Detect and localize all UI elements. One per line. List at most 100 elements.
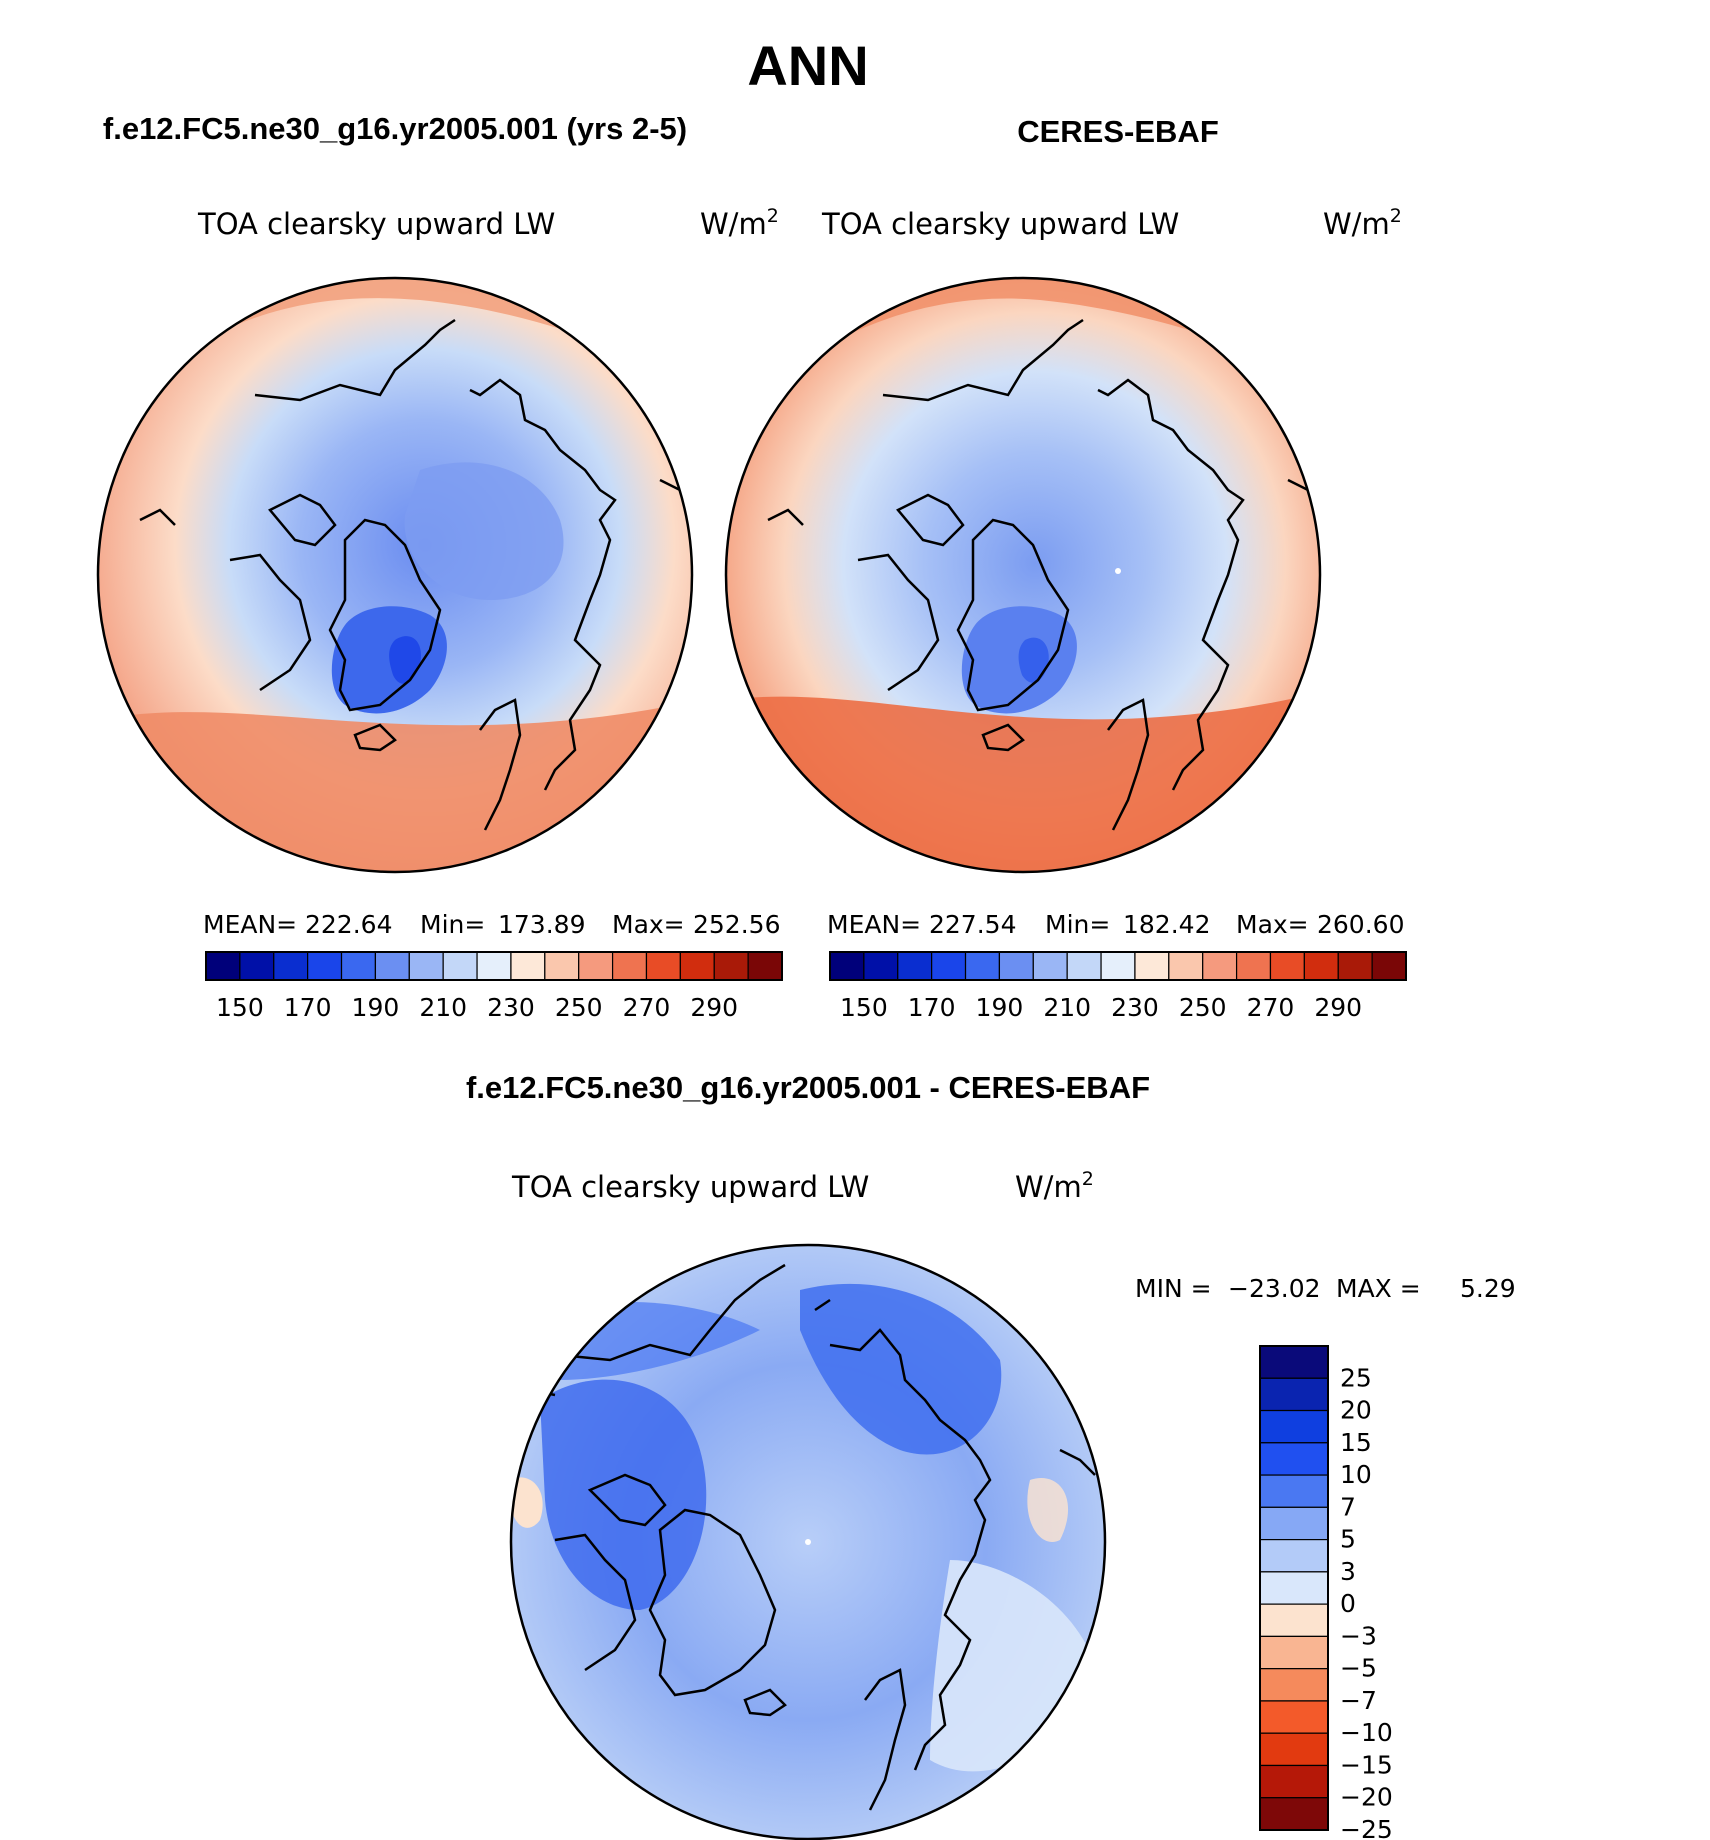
left-mean-value: 222.64 (305, 910, 392, 939)
left-colorbar-swatch (442, 951, 478, 981)
left-colorbar-label: 210 (419, 993, 467, 1022)
left-colorbar-swatch (205, 951, 241, 981)
right-colorbar-label: 250 (1179, 993, 1227, 1022)
diff-colorbar-swatch (1259, 1732, 1329, 1767)
diff-colorbar-label: −25 (1340, 1815, 1393, 1840)
left-colorbar: 150 170 190 210 230 250 270 290 (205, 951, 783, 1022)
right-colorbar-frame (829, 951, 1407, 981)
left-stats: MEAN= 222.64 Min= 173.89 Max= 252.56 (203, 910, 780, 939)
diff-colorbar-label: 25 (1340, 1363, 1372, 1392)
right-colorbar-label: 230 (1111, 993, 1159, 1022)
diff-colorbar: 25 20 15 10 7 5 3 0 −3 −5 −7 −10 −15 −20 −25 (1259, 1345, 1393, 1840)
right-variable-label: TOA clearsky upward LW (821, 207, 1179, 241)
diff-colorbar-swatch (1259, 1764, 1329, 1799)
diff-max-value: 5.29 (1460, 1274, 1516, 1303)
right-colorbar-swatch (1168, 951, 1204, 981)
left-colorbar-label: 170 (284, 993, 332, 1022)
right-colorbar-swatch (1371, 951, 1407, 981)
left-greenland-core (389, 636, 421, 684)
right-warm-south (726, 690, 1320, 872)
right-colorbar-swatch (863, 951, 899, 981)
left-units: W/m2 (700, 205, 779, 241)
left-colorbar-swatch (476, 951, 512, 981)
diff-colorbar-swatch (1259, 1635, 1329, 1670)
left-colorbar-swatch (273, 951, 309, 981)
left-colorbar-label: 250 (555, 993, 603, 1022)
right-colorbar-label: 210 (1043, 993, 1091, 1022)
left-colorbar-swatch (340, 951, 377, 981)
diff-colorbar-swatch (1259, 1538, 1329, 1573)
diff-colorbar-swatch (1259, 1700, 1329, 1734)
left-colorbar-label: 150 (216, 993, 264, 1022)
left-units-base: W/m (700, 207, 767, 241)
diff-dark-region-w (540, 1379, 707, 1610)
diff-colorbar-label: 5 (1340, 1525, 1356, 1554)
diff-colorbar-label: 0 (1340, 1589, 1356, 1618)
diff-colorbar-label: 15 (1340, 1428, 1372, 1457)
diff-dark-region-ne (800, 1283, 1002, 1455)
left-variable-label: TOA clearsky upward LW (197, 207, 555, 241)
left-colorbar-swatch (408, 951, 444, 981)
left-units-exp: 2 (767, 205, 779, 227)
diff-min-max: MIN = −23.02 MAX = 5.29 (1135, 1274, 1516, 1303)
right-colorbar-swatch (964, 951, 1001, 981)
right-colorbar-swatch (1202, 951, 1238, 981)
right-max-value: 260.60 (1317, 910, 1404, 939)
right-colorbar-label: 170 (908, 993, 956, 1022)
left-colorbar-swatch (307, 951, 343, 981)
right-colorbar-swatch (1134, 951, 1170, 981)
right-colorbar-swatch (931, 951, 967, 981)
diff-colorbar-label: 7 (1340, 1492, 1356, 1521)
left-max-label: Max= (612, 910, 685, 939)
diff-colorbar-swatch (1259, 1409, 1329, 1444)
diff-max-label: MAX = (1336, 1274, 1421, 1303)
diff-colorbar-label: −20 (1340, 1783, 1393, 1812)
diff-warm-patch (511, 1477, 543, 1528)
right-stats: MEAN= 227.54 Min= 182.42 Max= 260.60 (827, 910, 1404, 939)
left-colorbar-swatch (747, 951, 783, 981)
left-colorbar-label: 270 (623, 993, 671, 1022)
left-map-border (96, 276, 694, 874)
left-mean-label: MEAN= (203, 910, 297, 939)
left-colorbar-label: 230 (487, 993, 535, 1022)
left-polar-map (96, 276, 694, 874)
diff-colorbar-swatch (1259, 1797, 1329, 1831)
left-colorbar-frame (205, 951, 783, 981)
diff-colorbar-label: 20 (1340, 1396, 1372, 1425)
diff-colorbar-label: −15 (1340, 1750, 1393, 1779)
diff-colorbar-label: 3 (1340, 1557, 1356, 1586)
diff-units: W/m2 (1015, 1168, 1094, 1204)
left-colorbar-label: 190 (352, 993, 400, 1022)
left-colorbar-swatch (510, 951, 546, 981)
right-polar-map (724, 276, 1322, 874)
right-mean-value: 227.54 (929, 910, 1016, 939)
right-pole-marker (1115, 568, 1121, 574)
diff-pole-marker (805, 1539, 811, 1545)
diff-warm-patch-2 (1027, 1478, 1069, 1542)
main-title: ANN (747, 34, 868, 97)
diff-units-exp: 2 (1082, 1168, 1094, 1190)
right-colorbar-swatch (829, 951, 865, 981)
diff-colorbar-swatch (1259, 1571, 1329, 1605)
right-colorbar: 150 170 190 210 230 250 270 290 (829, 951, 1407, 1022)
right-greenland-core (1018, 637, 1049, 683)
right-colorbar-swatch (998, 951, 1034, 981)
right-colorbar-label: 270 (1247, 993, 1295, 1022)
left-colorbar-swatch (611, 951, 648, 981)
diff-colorbar-label: −7 (1340, 1686, 1377, 1715)
right-colorbar-swatch (1337, 951, 1373, 981)
left-colorbar-swatch (713, 951, 749, 981)
left-min-value: 173.89 (498, 910, 585, 939)
right-units-exp: 2 (1390, 205, 1402, 227)
left-greenland (331, 606, 447, 714)
left-colorbar-swatch (239, 951, 275, 981)
right-colorbar-swatch (1032, 951, 1068, 981)
diff-colorbar-label: −5 (1340, 1654, 1377, 1683)
diff-colorbar-swatch (1259, 1345, 1329, 1379)
left-colorbar-swatch (679, 951, 715, 981)
left-colorbar-swatch (544, 951, 580, 981)
right-max-label: Max= (1236, 910, 1309, 939)
diff-colorbar-frame (1259, 1345, 1329, 1831)
left-max-value: 252.56 (693, 910, 780, 939)
right-map-border (724, 276, 1322, 874)
